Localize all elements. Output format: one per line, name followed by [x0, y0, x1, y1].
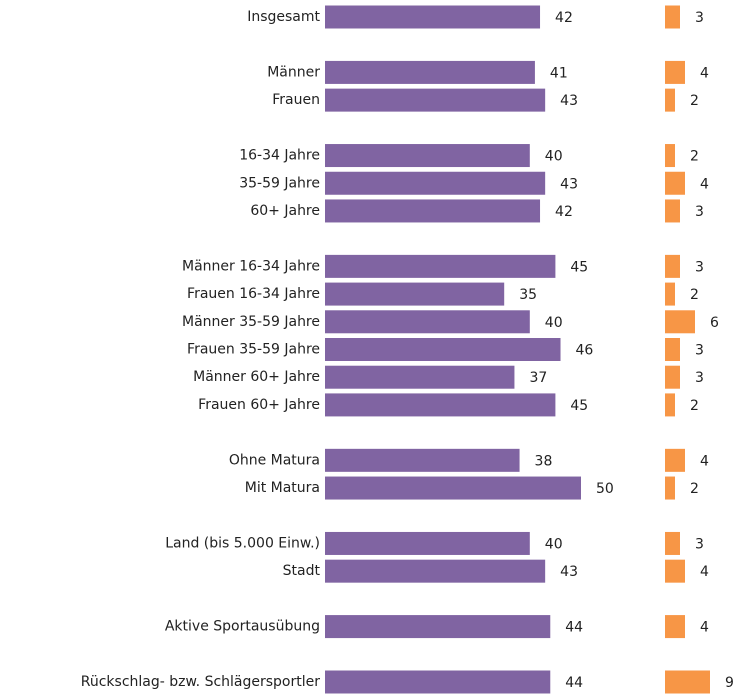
- value-label: 43: [560, 176, 578, 192]
- bar: [665, 670, 710, 694]
- value-label: 3: [695, 536, 704, 552]
- value-label: 4: [700, 65, 709, 81]
- value-label: 35: [519, 287, 537, 303]
- bar: [325, 393, 556, 417]
- value-label: 38: [535, 453, 553, 469]
- category-label: Männer: [267, 64, 320, 80]
- value-label: 50: [596, 481, 614, 497]
- value-label: 42: [555, 204, 573, 220]
- value-label: 43: [560, 564, 578, 580]
- category-label: Rückschlag- bzw. Schlägersportler: [81, 674, 320, 690]
- category-label: Mit Matura: [245, 480, 320, 496]
- value-label: 4: [700, 620, 709, 636]
- value-label: 40: [545, 536, 563, 552]
- value-label: 3: [695, 343, 704, 359]
- value-label: 3: [695, 370, 704, 386]
- bar: [665, 310, 695, 334]
- category-label: Frauen 35-59 Jahre: [187, 342, 320, 358]
- bar: [665, 254, 680, 278]
- bar: [665, 199, 680, 223]
- category-label: Frauen 60+ Jahre: [198, 397, 320, 413]
- value-label: 3: [695, 259, 704, 275]
- value-label: 4: [700, 453, 709, 469]
- bar: [325, 310, 530, 334]
- bar: [665, 531, 680, 555]
- bar: [665, 448, 685, 472]
- category-label: Land (bis 5.000 Einw.): [165, 535, 320, 551]
- bar: [665, 88, 675, 112]
- bar: [665, 615, 685, 639]
- value-label: 41: [550, 65, 568, 81]
- bar: [665, 559, 685, 583]
- bar: [665, 476, 675, 500]
- value-label: 45: [570, 259, 588, 275]
- bar: [665, 144, 675, 168]
- value-label: 46: [576, 343, 594, 359]
- category-label: Männer 16-34 Jahre: [182, 258, 320, 274]
- bar: [665, 171, 685, 195]
- value-label: 43: [560, 93, 578, 109]
- value-label: 4: [700, 176, 709, 192]
- category-label: Männer 35-59 Jahre: [182, 314, 320, 330]
- bar: [325, 670, 551, 694]
- category-label: Aktive Sportausübung: [165, 619, 320, 635]
- category-label: Frauen: [272, 92, 320, 108]
- category-label: Ohne Matura: [229, 452, 320, 468]
- value-label: 2: [690, 481, 699, 497]
- value-label: 6: [710, 315, 719, 331]
- bar: [665, 60, 685, 84]
- category-label: Stadt: [283, 563, 321, 579]
- bar: [325, 144, 530, 168]
- category-label: 16-34 Jahre: [239, 148, 320, 164]
- category-label: Männer 60+ Jahre: [193, 369, 320, 385]
- value-label: 3: [695, 10, 704, 26]
- bar: [325, 559, 546, 583]
- value-label: 4: [700, 564, 709, 580]
- bar: [325, 282, 505, 306]
- bar: [325, 531, 530, 555]
- bar: [325, 171, 546, 195]
- bar: [665, 393, 675, 417]
- value-label: 44: [565, 620, 583, 636]
- bar: [325, 615, 551, 639]
- bar: [665, 5, 680, 29]
- category-label: 60+ Jahre: [250, 203, 320, 219]
- bar: [665, 338, 680, 361]
- value-label: 3: [695, 204, 704, 220]
- bar: [325, 338, 561, 361]
- value-label: 45: [570, 398, 588, 414]
- value-label: 2: [690, 149, 699, 165]
- value-label: 44: [565, 675, 583, 691]
- category-label: 35-59 Jahre: [239, 175, 320, 191]
- bar: [325, 448, 520, 472]
- value-label: 37: [529, 370, 547, 386]
- bar: [325, 476, 581, 500]
- category-label: Insgesamt: [247, 9, 320, 25]
- bar: [325, 365, 515, 389]
- bar: [325, 88, 546, 112]
- value-label: 40: [545, 315, 563, 331]
- value-label: 42: [555, 10, 573, 26]
- category-label: Frauen 16-34 Jahre: [187, 286, 320, 302]
- value-label: 40: [545, 149, 563, 165]
- bar: [665, 365, 680, 389]
- bar: [325, 199, 541, 223]
- bar: [665, 282, 675, 306]
- bar: [325, 254, 556, 278]
- value-label: 2: [690, 398, 699, 414]
- value-label: 2: [690, 287, 699, 303]
- bar: [325, 5, 541, 29]
- value-label: 2: [690, 93, 699, 109]
- value-label: 9: [725, 675, 734, 691]
- bar: [325, 60, 535, 84]
